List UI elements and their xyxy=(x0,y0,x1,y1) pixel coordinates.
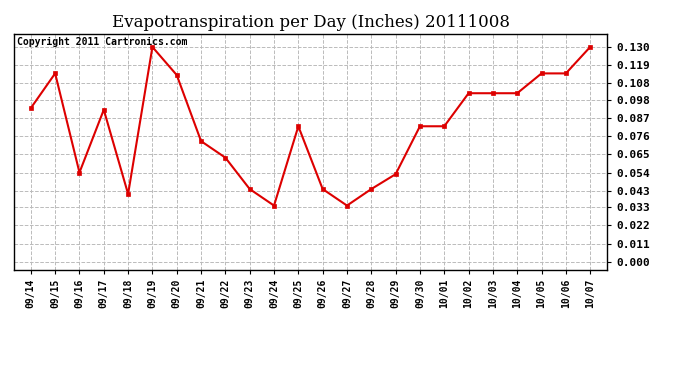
Text: Copyright 2011 Cartronics.com: Copyright 2011 Cartronics.com xyxy=(17,37,187,47)
Title: Evapotranspiration per Day (Inches) 20111008: Evapotranspiration per Day (Inches) 2011… xyxy=(112,14,509,31)
